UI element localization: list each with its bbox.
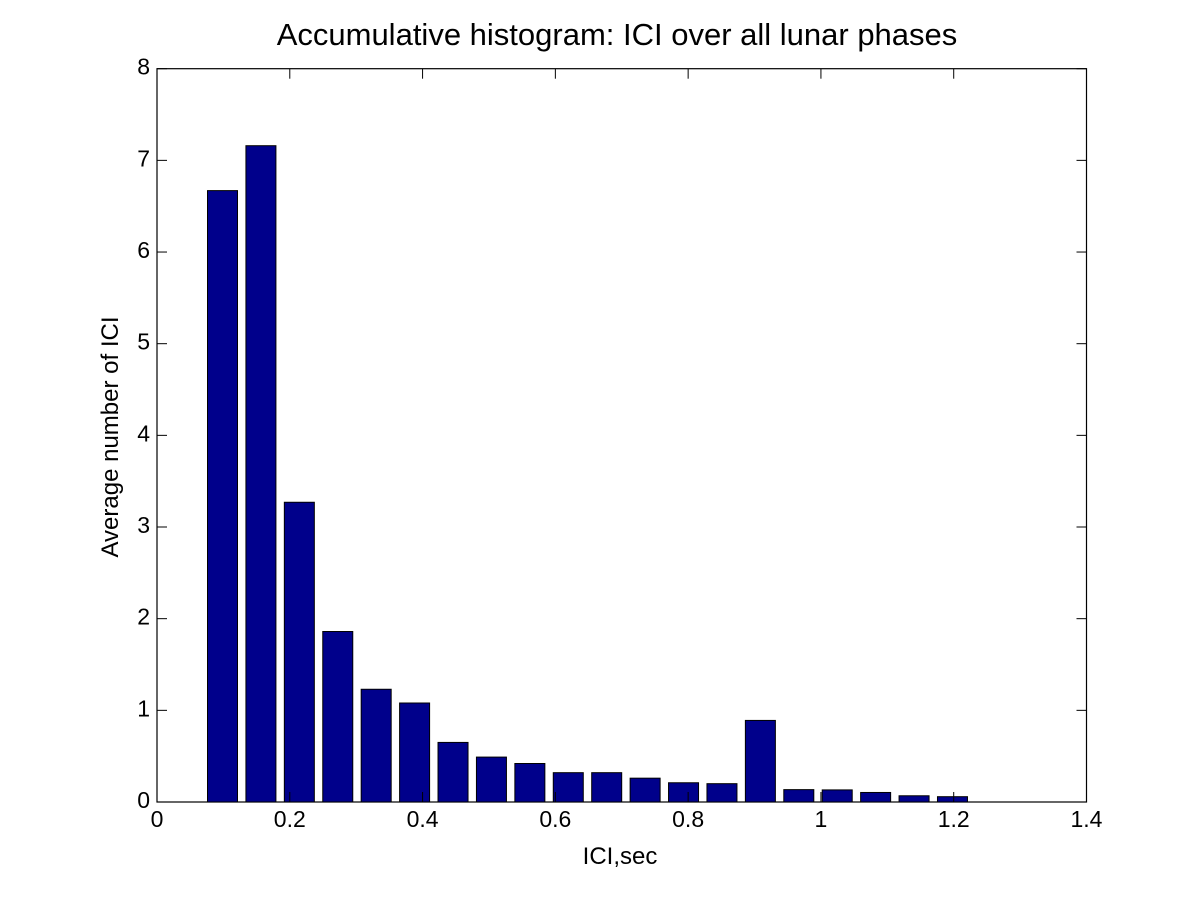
svg-text:1: 1 [815, 806, 828, 832]
svg-text:Accumulative histogram: ICI ov: Accumulative histogram: ICI over all lun… [277, 17, 958, 52]
svg-text:0.4: 0.4 [407, 806, 439, 832]
svg-text:6: 6 [137, 237, 150, 263]
svg-text:Average number of ICI: Average number of ICI [97, 316, 124, 557]
svg-text:ICI,sec: ICI,sec [583, 843, 658, 870]
svg-text:7: 7 [137, 145, 150, 171]
svg-text:0.8: 0.8 [672, 806, 704, 832]
svg-text:0: 0 [137, 787, 150, 813]
svg-text:0.2: 0.2 [274, 806, 306, 832]
svg-text:0.6: 0.6 [539, 806, 571, 832]
svg-text:8: 8 [137, 54, 150, 80]
svg-text:1: 1 [137, 695, 150, 721]
svg-text:3: 3 [137, 512, 150, 538]
svg-text:4: 4 [137, 420, 150, 446]
svg-text:1.4: 1.4 [1071, 806, 1103, 832]
svg-text:2: 2 [137, 604, 150, 630]
svg-text:0: 0 [151, 806, 164, 832]
svg-text:1.2: 1.2 [938, 806, 970, 832]
svg-text:5: 5 [137, 329, 150, 355]
